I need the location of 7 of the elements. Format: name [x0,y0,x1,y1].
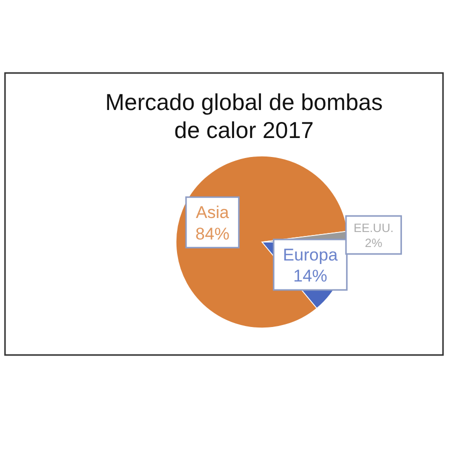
chart-title: Mercado global de bombas de calor 2017 [105,89,383,143]
slice-label: EE.UU. [354,220,394,235]
data-label: 14% [293,266,328,286]
data-label: 2% [364,236,383,250]
data-label: 84% [195,224,230,244]
slice-label: Europa [282,245,338,264]
slice-label: Asia [196,203,230,222]
